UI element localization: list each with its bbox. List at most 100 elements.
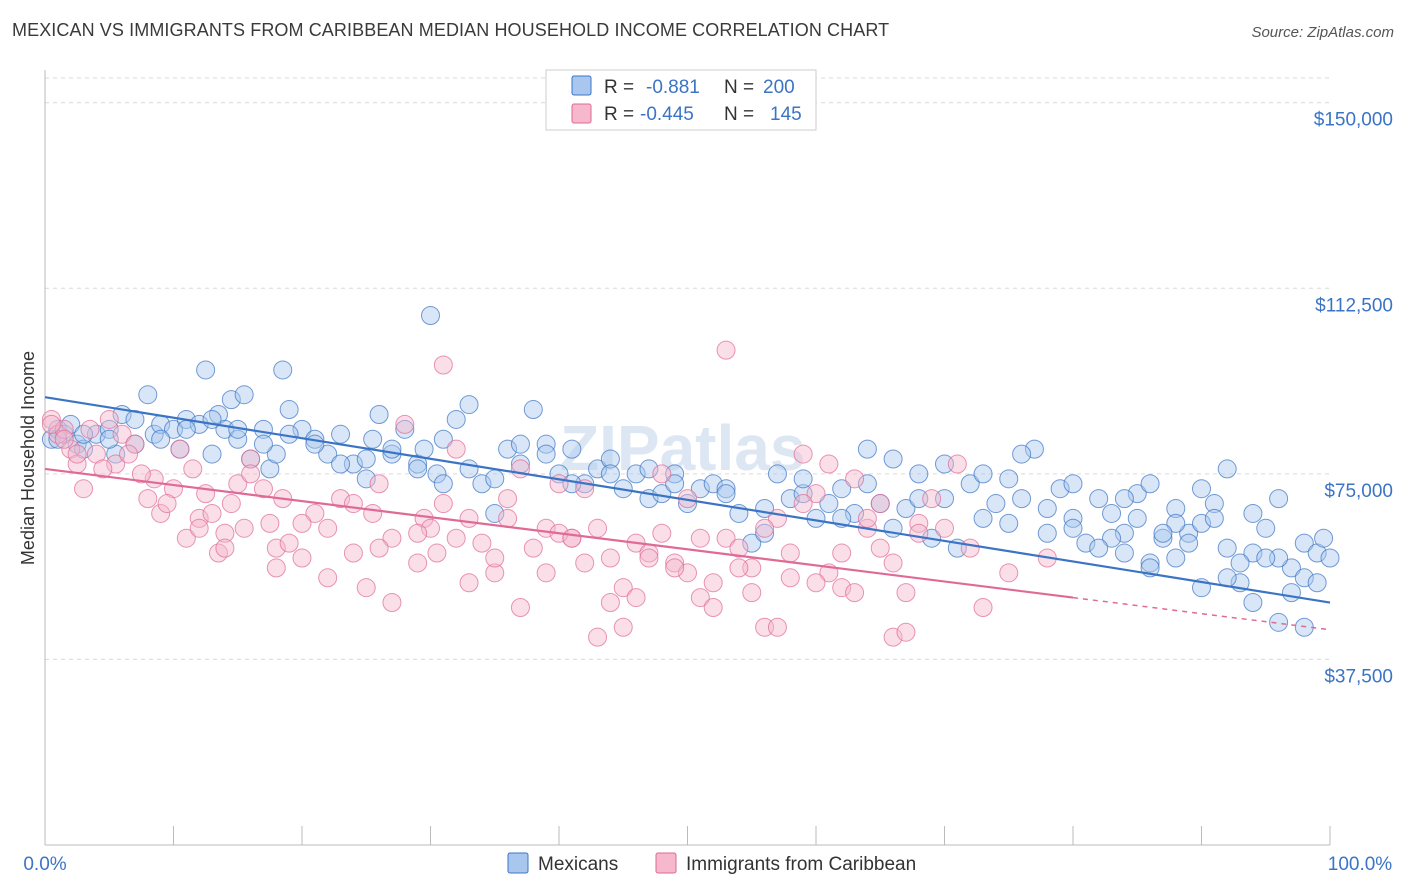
scatter-point xyxy=(806,484,826,504)
scatter-point xyxy=(459,459,479,479)
scatter-point xyxy=(1192,513,1211,533)
scatter-point xyxy=(221,494,241,514)
scatter-point xyxy=(999,469,1019,489)
scatter-point xyxy=(536,444,556,464)
scatter-point xyxy=(67,434,87,454)
scatter-point xyxy=(144,424,164,444)
bottom-legend-swatch-caribbean xyxy=(655,852,677,874)
scatter-point xyxy=(1269,489,1289,509)
scatter-point xyxy=(1179,533,1199,553)
scatter-point xyxy=(459,573,479,593)
trend-line-caribbean xyxy=(44,467,1074,599)
scatter-point xyxy=(498,489,518,509)
scatter-point xyxy=(99,409,119,429)
scatter-point xyxy=(1012,489,1032,509)
scatter-point xyxy=(973,597,993,617)
scatter-point xyxy=(318,568,338,588)
scatter-point xyxy=(947,454,967,474)
scatter-point xyxy=(234,518,254,538)
scatter-point xyxy=(832,479,852,499)
scatter-point xyxy=(459,395,479,415)
scatter-point xyxy=(562,528,582,548)
scatter-point xyxy=(600,548,620,568)
scatter-point xyxy=(356,469,376,489)
scatter-point xyxy=(986,494,1006,514)
scatter-point xyxy=(106,454,126,474)
scatter-point xyxy=(665,553,685,573)
scatter-point xyxy=(600,593,620,613)
scatter-point xyxy=(54,429,74,449)
scatter-point xyxy=(819,494,839,514)
scatter-point xyxy=(382,439,402,459)
scatter-point xyxy=(870,538,890,558)
scatter-point xyxy=(896,622,916,642)
scatter-point xyxy=(356,578,376,598)
scatter-point xyxy=(1153,523,1173,543)
scatter-point xyxy=(1050,479,1070,499)
scatter-point xyxy=(408,459,428,479)
legend-n-label-1: N = xyxy=(724,77,754,98)
scatter-point xyxy=(703,573,723,593)
trend-line-caribbean-dashed xyxy=(1072,596,1331,631)
scatter-point xyxy=(331,424,351,444)
legend-r-label-1: R = xyxy=(604,77,634,98)
y-tick-label: $37,500 xyxy=(1324,666,1393,687)
scatter-point xyxy=(112,424,132,444)
scatter-point xyxy=(331,489,351,509)
trend-line-mexicans xyxy=(44,396,1331,604)
scatter-point xyxy=(170,439,190,459)
scatter-point xyxy=(234,385,254,405)
scatter-point xyxy=(1063,518,1083,538)
scatter-point xyxy=(793,494,813,514)
scatter-point xyxy=(292,548,312,568)
scatter-point xyxy=(343,494,363,514)
scatter-point xyxy=(99,429,119,449)
scatter-point xyxy=(292,513,312,533)
scatter-point xyxy=(1102,528,1122,548)
scatter-point xyxy=(93,459,113,479)
scatter-point xyxy=(935,518,954,538)
scatter-point xyxy=(421,518,440,538)
scatter-point xyxy=(857,508,877,528)
scatter-point xyxy=(266,538,286,558)
legend-swatch-blue xyxy=(571,75,592,96)
scatter-point xyxy=(119,444,139,464)
scatter-point xyxy=(832,578,852,598)
scatter-point xyxy=(1192,479,1211,499)
scatter-point xyxy=(189,518,209,538)
scatter-point xyxy=(510,434,530,454)
scatter-point xyxy=(395,414,415,434)
scatter-point xyxy=(883,627,903,647)
scatter-point xyxy=(973,508,993,528)
scatter-point xyxy=(485,469,505,489)
scatter-point xyxy=(183,459,203,479)
scatter-point xyxy=(909,523,929,543)
series-mexicans xyxy=(41,306,1340,637)
scatter-point xyxy=(472,474,492,494)
scatter-point xyxy=(356,449,376,469)
scatter-point xyxy=(755,523,775,543)
source-label: Source: ZipAtlas.com xyxy=(1251,24,1394,41)
scatter-point xyxy=(729,538,749,558)
scatter-point xyxy=(523,538,543,558)
scatter-point xyxy=(767,617,787,637)
scatter-point xyxy=(857,439,877,459)
scatter-point xyxy=(639,459,659,479)
scatter-point xyxy=(767,464,787,484)
top-legend: R = -0.881 N = 200 R = -0.445 N = 145 xyxy=(545,69,817,131)
bottom-legend-caribbean: Immigrants from Caribbean xyxy=(686,854,916,875)
scatter-point xyxy=(1166,499,1186,519)
scatter-point xyxy=(459,508,479,528)
scatter-point xyxy=(1127,484,1147,504)
scatter-point xyxy=(498,439,518,459)
scatter-point xyxy=(588,518,608,538)
scatter-point xyxy=(253,479,273,499)
legend-swatch-pink xyxy=(571,103,592,124)
scatter-point xyxy=(716,479,736,499)
scatter-point xyxy=(896,499,916,519)
scatter-point xyxy=(1204,494,1224,514)
scatter-point xyxy=(369,538,389,558)
scatter-point xyxy=(742,583,762,603)
scatter-point xyxy=(208,543,228,563)
